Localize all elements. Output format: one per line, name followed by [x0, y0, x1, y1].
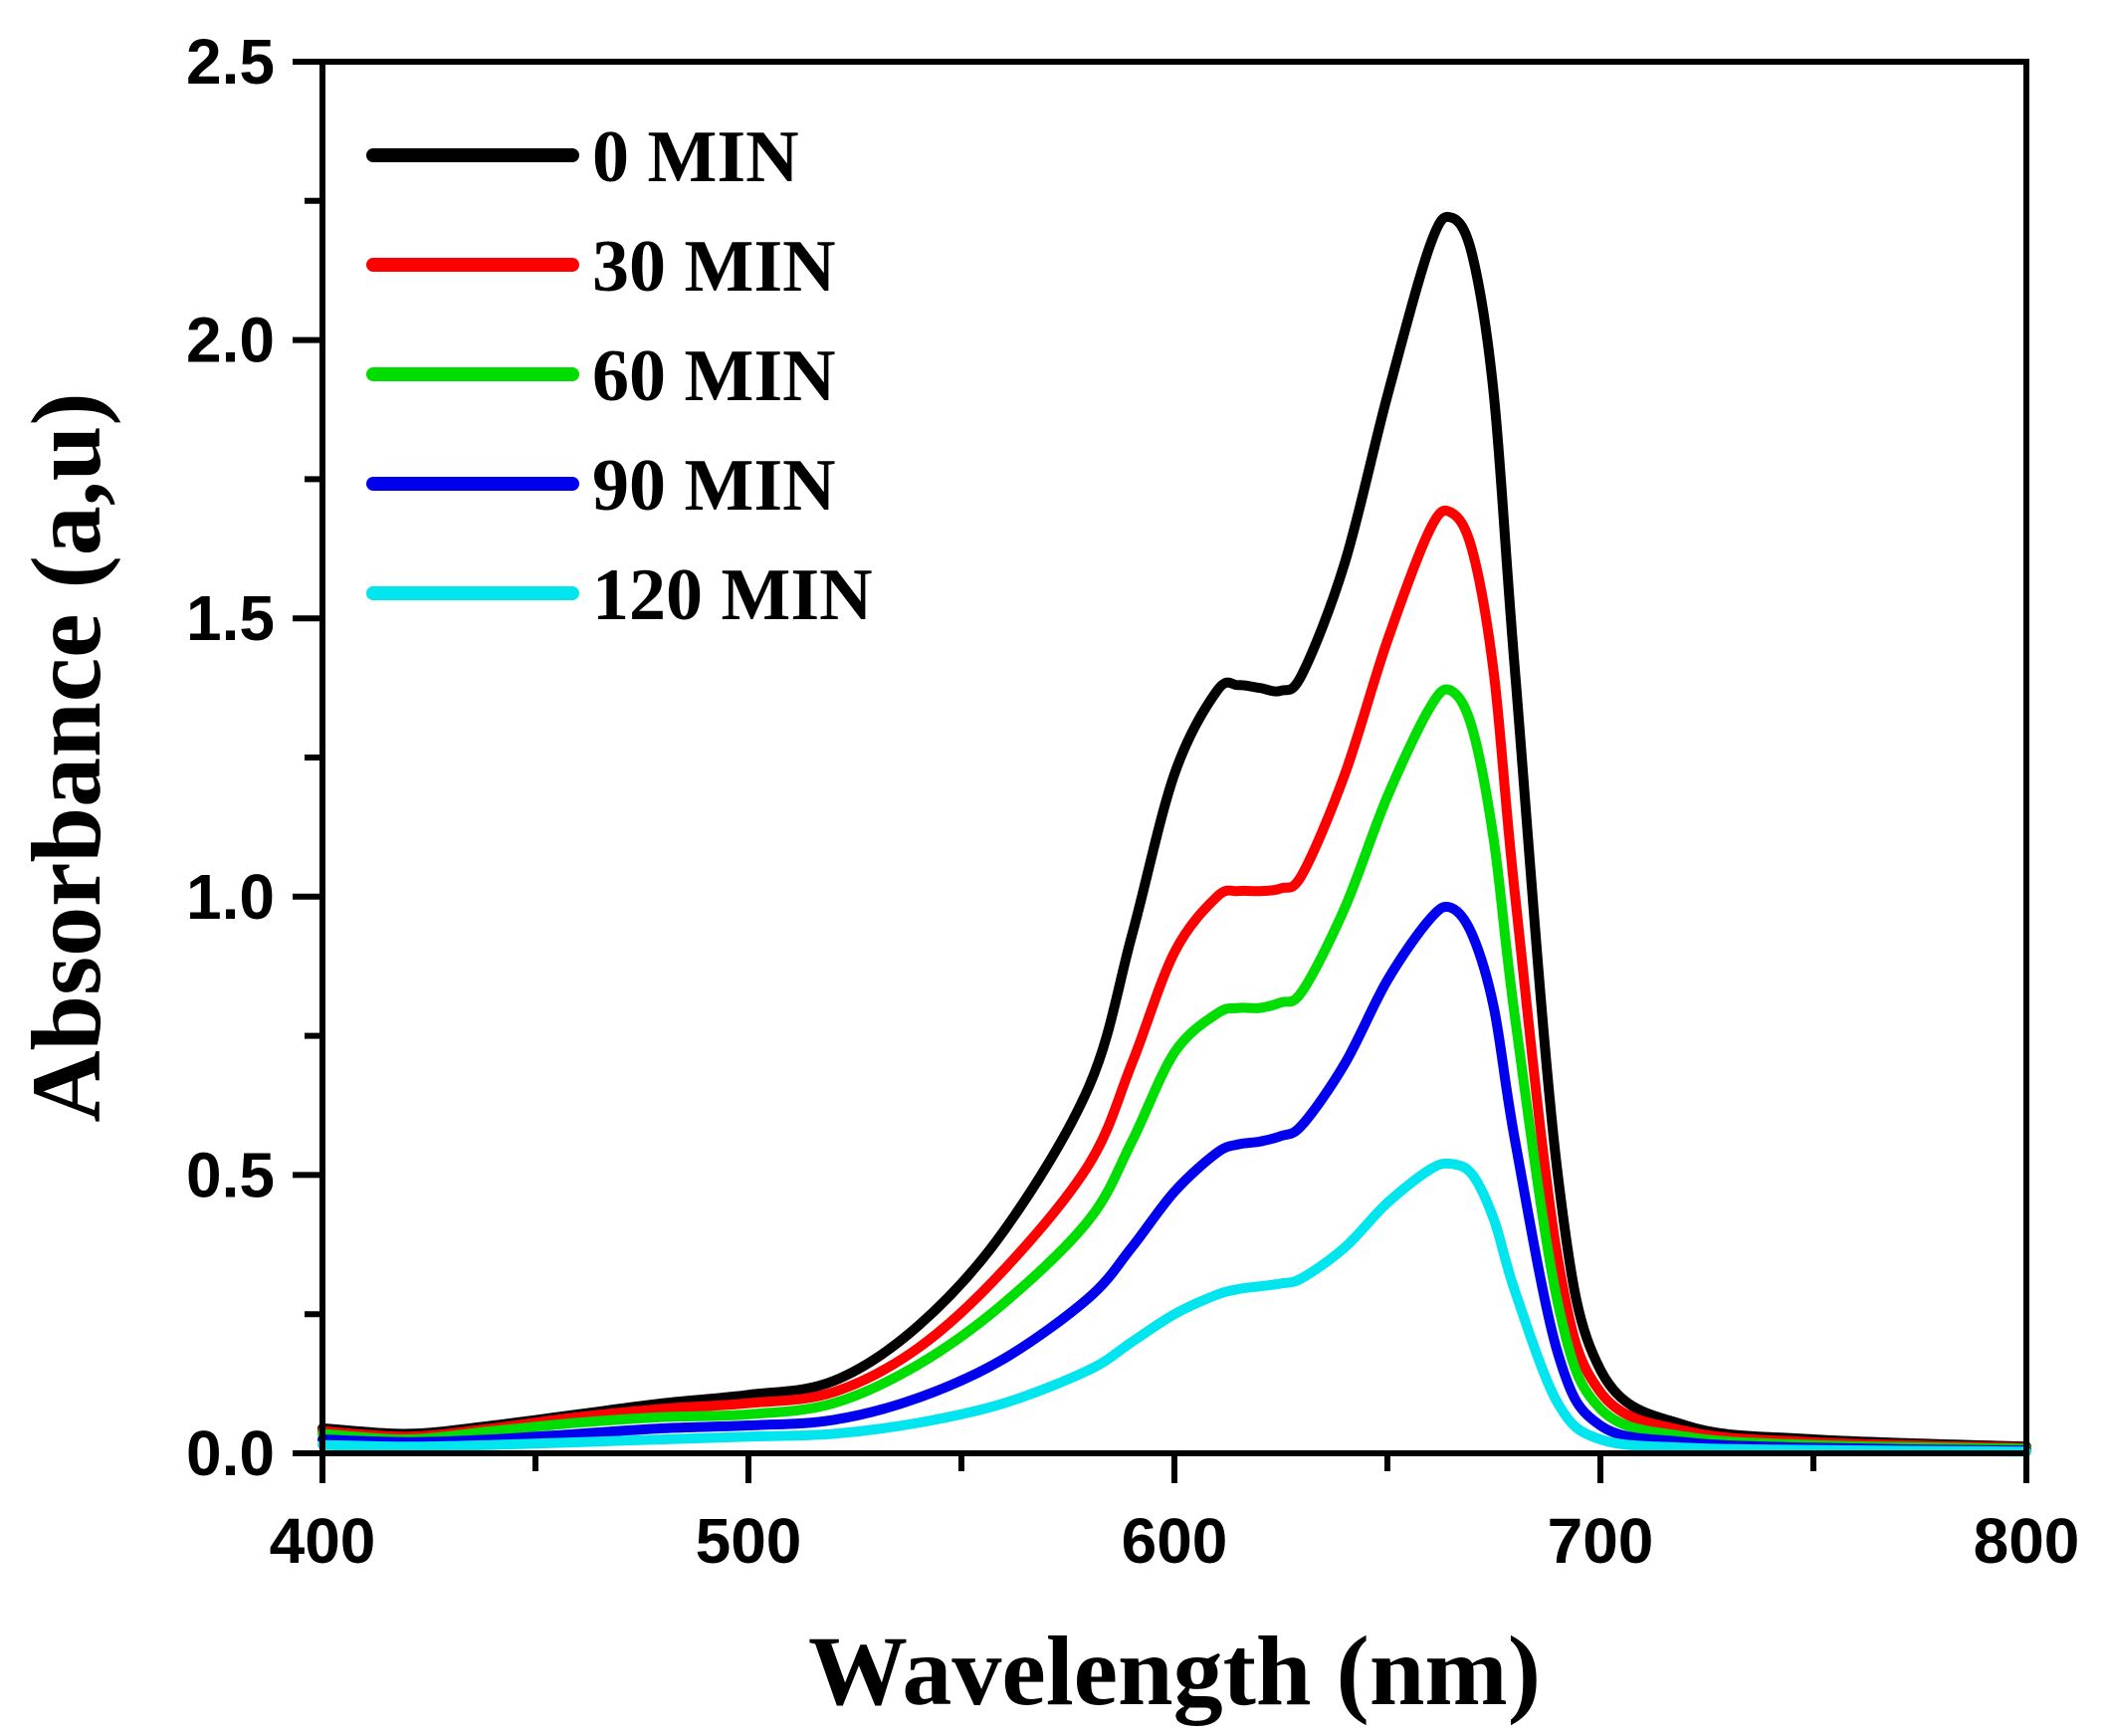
legend-label: 60 MIN: [592, 335, 836, 417]
x-tick-label: 700: [1548, 1505, 1654, 1577]
x-axis-title: Wavelength (nm): [808, 1616, 1541, 1726]
y-tick-label: 0.5: [186, 1139, 275, 1210]
x-tick-label: 400: [270, 1505, 376, 1577]
x-tick-label: 500: [696, 1505, 802, 1577]
legend-label: 30 MIN: [592, 226, 836, 308]
series-line-1: [317, 505, 2031, 1453]
y-tick-label: 1.0: [186, 861, 275, 933]
curves-layer: [317, 211, 2031, 1457]
y-tick-label: 2.5: [186, 26, 275, 98]
y-axis-title: Absorbance (a,u): [11, 392, 121, 1122]
ticks-layer: 400 500 600 700 800 0.0 0.5 1.0 1.5 2.0 2.5: [186, 26, 2079, 1577]
plot-frame: [319, 59, 2029, 1456]
legend-label: 0 MIN: [592, 116, 799, 198]
y-tick-label: 2.0: [186, 305, 275, 376]
x-tick-label: 600: [1122, 1505, 1228, 1577]
series-line-3: [317, 901, 2031, 1456]
series-line-0: [317, 211, 2031, 1452]
x-tick-label: 800: [1974, 1505, 2080, 1577]
legend-label: 90 MIN: [592, 445, 836, 527]
series-line-4: [317, 1158, 2031, 1457]
legend: 0 MIN 30 MIN 60 MIN 90 MIN 120 MIN: [366, 116, 873, 636]
legend-label: 120 MIN: [592, 554, 873, 636]
series-line-2: [317, 684, 2031, 1454]
y-tick-label: 1.5: [186, 582, 275, 654]
y-tick-label: 0.0: [186, 1417, 275, 1489]
